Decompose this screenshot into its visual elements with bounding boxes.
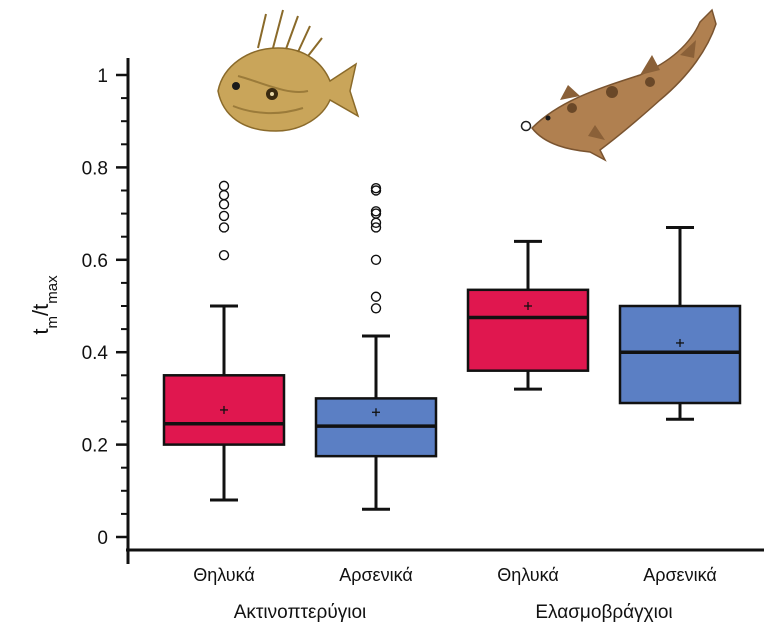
shark-illustration [520, 8, 717, 162]
john-dory-fish-illustration [217, 9, 360, 132]
outlier-point [218, 189, 230, 201]
outlier-point [218, 199, 230, 210]
y-ticks: 0 0.2 0.4 0.6 0.8 1 [82, 66, 128, 549]
x-category-label: Αρσενικά [339, 565, 413, 585]
y-tick-label: 0 [97, 528, 108, 549]
y-tick-label: 0.4 [82, 343, 109, 364]
x-category-label: Θηλυκά [497, 565, 559, 585]
x-group-label: Ακτινοπτερύγιοι [234, 602, 367, 623]
x-category-label: Θηλυκά [193, 565, 255, 585]
outlier-point [370, 254, 382, 265]
box-plot-3 [466, 239, 590, 391]
outlier-point [218, 249, 230, 261]
outlier-point [218, 210, 230, 222]
y-tick-label: 0.8 [82, 158, 108, 179]
y-tick-label: 0.6 [82, 251, 108, 272]
outlier-point [370, 291, 382, 302]
boxes [162, 180, 742, 511]
outlier-point [370, 222, 382, 233]
outlier-point [218, 180, 230, 192]
x-group-label: Ελασμοβράγχιοι [535, 602, 672, 623]
outlier-point [218, 222, 230, 233]
box-plot-1 [162, 180, 286, 502]
box-plot-2 [314, 182, 438, 511]
x-category-label: Αρσενικά [643, 565, 717, 585]
y-axis-label: tm/tmax [28, 275, 61, 335]
y-tick-label: 0.2 [82, 436, 108, 457]
x-labels: Θηλυκά Αρσενικά Ακτινοπτερύγιοι Θηλυκά Αρσεν… [193, 565, 717, 623]
iqr-box [618, 304, 742, 405]
axes [126, 58, 764, 564]
iqr-box [466, 288, 590, 372]
y-tick-label: 1 [97, 66, 108, 87]
outlier-point [370, 303, 382, 314]
outlier-point [370, 206, 382, 217]
box-plot-4 [618, 225, 742, 421]
outlier-point [370, 182, 382, 194]
